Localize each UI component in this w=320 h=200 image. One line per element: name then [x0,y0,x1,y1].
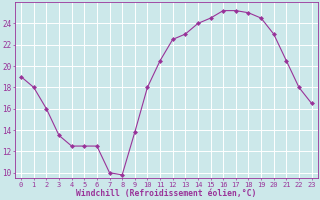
X-axis label: Windchill (Refroidissement éolien,°C): Windchill (Refroidissement éolien,°C) [76,189,257,198]
